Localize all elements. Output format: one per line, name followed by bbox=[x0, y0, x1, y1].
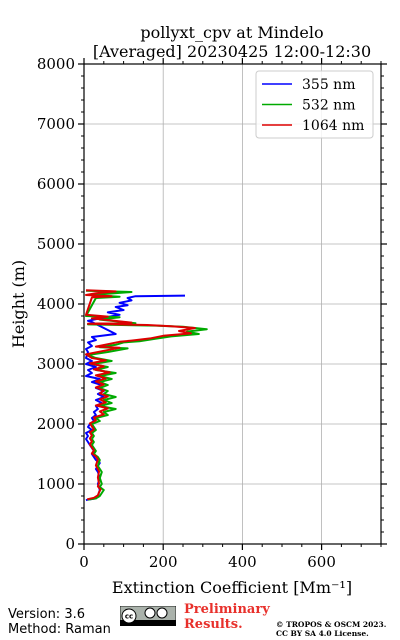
cc-by-sa-icon: cc bbox=[120, 606, 176, 626]
y-tick-label: 1000 bbox=[37, 475, 75, 493]
y-tick-label: 7000 bbox=[37, 115, 75, 133]
y-tick-label: 6000 bbox=[37, 175, 75, 193]
x-tick-label: 600 bbox=[307, 553, 336, 571]
y-tick-label: 3000 bbox=[37, 355, 75, 373]
copyright-line2: CC BY SA 4.0 License. bbox=[276, 629, 369, 638]
legend-label: 1064 nm bbox=[302, 118, 364, 134]
chart-title-line1: pollyxt_cpv at Mindelo bbox=[140, 23, 323, 42]
series-line-1064-nm bbox=[85, 289, 196, 501]
method-text: Method: Raman bbox=[8, 622, 111, 637]
x-axis-label: Extinction Coefficient [Mm⁻¹] bbox=[112, 578, 352, 597]
axis-ticks bbox=[78, 58, 387, 550]
y-axis-label: Height (m) bbox=[9, 260, 28, 348]
y-tick-label: 2000 bbox=[37, 415, 75, 433]
legend: 355 nm 532 nm 1064 nm bbox=[255, 70, 374, 139]
y-tick-label: 4000 bbox=[37, 295, 75, 313]
copyright-line1: © TROPOS & OSCM 2023. bbox=[276, 620, 387, 629]
x-tick-label: 0 bbox=[79, 553, 89, 571]
chart-title-line2: [Averaged] 20230425 12:00-12:30 bbox=[93, 42, 371, 61]
legend-label: 532 nm bbox=[302, 98, 355, 114]
y-tick-label: 8000 bbox=[37, 55, 75, 73]
svg-text:cc: cc bbox=[125, 613, 133, 621]
tick-labels: 0 200 400 600010002000300040005000600070008… bbox=[37, 55, 336, 571]
legend-label: 355 nm bbox=[302, 77, 355, 93]
y-tick-label: 0 bbox=[65, 535, 75, 553]
preliminary-results-text: Preliminary Results. bbox=[184, 602, 270, 632]
x-tick-label: 200 bbox=[149, 553, 178, 571]
x-tick-label: 400 bbox=[228, 553, 257, 571]
y-tick-label: 5000 bbox=[37, 235, 75, 253]
copyright-text: © TROPOS & OSCM 2023. CC BY SA 4.0 Licen… bbox=[276, 620, 400, 638]
series-group bbox=[85, 289, 208, 502]
legend-box bbox=[255, 70, 374, 139]
version-text: Version: 3.6 bbox=[8, 607, 85, 622]
